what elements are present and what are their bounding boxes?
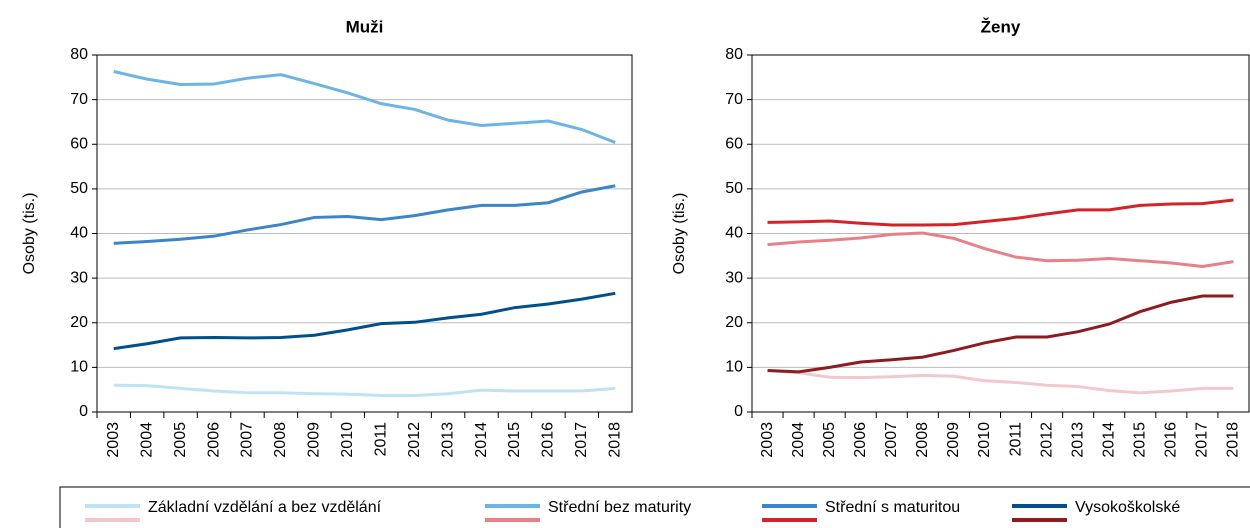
y-tick-label: 50 bbox=[725, 180, 743, 197]
x-tick-label: 2013 bbox=[439, 422, 456, 458]
y-tick-label: 10 bbox=[70, 359, 88, 376]
y-tick-label: 30 bbox=[725, 269, 743, 286]
series-line bbox=[767, 294, 1234, 374]
y-axis-label: Osoby (tis.) bbox=[21, 193, 38, 275]
legend-label: Vysokoškolské bbox=[1075, 499, 1180, 516]
series-line bbox=[767, 198, 1234, 227]
x-tick-label: 2005 bbox=[172, 422, 189, 458]
x-tick-label: 2010 bbox=[976, 422, 993, 458]
x-tick-label: 2015 bbox=[1132, 422, 1149, 458]
x-tick-label: 2012 bbox=[1038, 422, 1055, 458]
x-tick-label: 2006 bbox=[852, 422, 869, 458]
x-tick-label: 2016 bbox=[540, 422, 557, 458]
chart-title: Muži bbox=[346, 17, 384, 36]
y-tick-label: 70 bbox=[725, 91, 743, 108]
chart-title: Ženy bbox=[981, 17, 1021, 36]
y-tick-label: 20 bbox=[725, 314, 743, 331]
x-tick-label: 2014 bbox=[473, 422, 490, 458]
series-line bbox=[113, 70, 616, 144]
y-axis-label: Osoby (tis.) bbox=[671, 193, 688, 275]
x-tick-label: 2016 bbox=[1163, 422, 1180, 458]
x-tick-label: 2010 bbox=[339, 422, 356, 458]
x-tick-label: 2004 bbox=[138, 422, 155, 458]
y-tick-label: 60 bbox=[70, 135, 88, 152]
series-line bbox=[767, 231, 1234, 269]
x-tick-label: 2013 bbox=[1069, 422, 1086, 458]
x-tick-label: 2009 bbox=[945, 422, 962, 458]
x-tick-label: 2009 bbox=[306, 422, 323, 458]
x-tick-label: 2017 bbox=[573, 422, 590, 458]
y-tick-label: 80 bbox=[725, 46, 743, 63]
x-tick-label: 2012 bbox=[406, 422, 423, 458]
y-tick-label: 70 bbox=[70, 91, 88, 108]
x-tick-label: 2008 bbox=[914, 422, 931, 458]
y-tick-label: 30 bbox=[70, 269, 88, 286]
series-line bbox=[113, 383, 616, 397]
x-tick-label: 2007 bbox=[239, 422, 256, 458]
x-tick-label: 2018 bbox=[607, 422, 624, 458]
x-tick-label: 2004 bbox=[790, 422, 807, 458]
x-tick-label: 2017 bbox=[1194, 422, 1211, 458]
series-line bbox=[113, 291, 616, 351]
y-tick-label: 40 bbox=[725, 225, 743, 242]
x-tick-label: 2011 bbox=[372, 422, 389, 457]
x-tick-label: 2011 bbox=[1007, 422, 1024, 457]
legend-label: Střední bez maturity bbox=[548, 499, 691, 516]
legend-label: Základní vzdělání a bez vzdělání bbox=[148, 499, 382, 516]
x-tick-label: 2018 bbox=[1225, 422, 1242, 458]
y-tick-label: 50 bbox=[70, 180, 88, 197]
x-tick-label: 2006 bbox=[205, 422, 222, 458]
y-tick-label: 60 bbox=[725, 135, 743, 152]
y-tick-label: 40 bbox=[70, 225, 88, 242]
x-tick-label: 2007 bbox=[883, 422, 900, 458]
y-tick-label: 20 bbox=[70, 314, 88, 331]
x-tick-label: 2005 bbox=[821, 422, 838, 458]
series-line bbox=[767, 369, 1234, 395]
legend-box bbox=[59, 486, 1250, 528]
x-tick-label: 2015 bbox=[506, 422, 523, 458]
y-tick-label: 0 bbox=[79, 403, 88, 420]
y-tick-label: 0 bbox=[734, 403, 743, 420]
legend-label: Střední s maturitou bbox=[825, 499, 960, 516]
y-tick-label: 80 bbox=[70, 46, 88, 63]
y-tick-label: 10 bbox=[725, 359, 743, 376]
x-tick-label: 2008 bbox=[272, 422, 289, 458]
x-tick-label: 2014 bbox=[1100, 422, 1117, 458]
x-tick-label: 2003 bbox=[105, 422, 122, 458]
x-tick-label: 2003 bbox=[759, 422, 776, 458]
series-line bbox=[113, 184, 616, 245]
